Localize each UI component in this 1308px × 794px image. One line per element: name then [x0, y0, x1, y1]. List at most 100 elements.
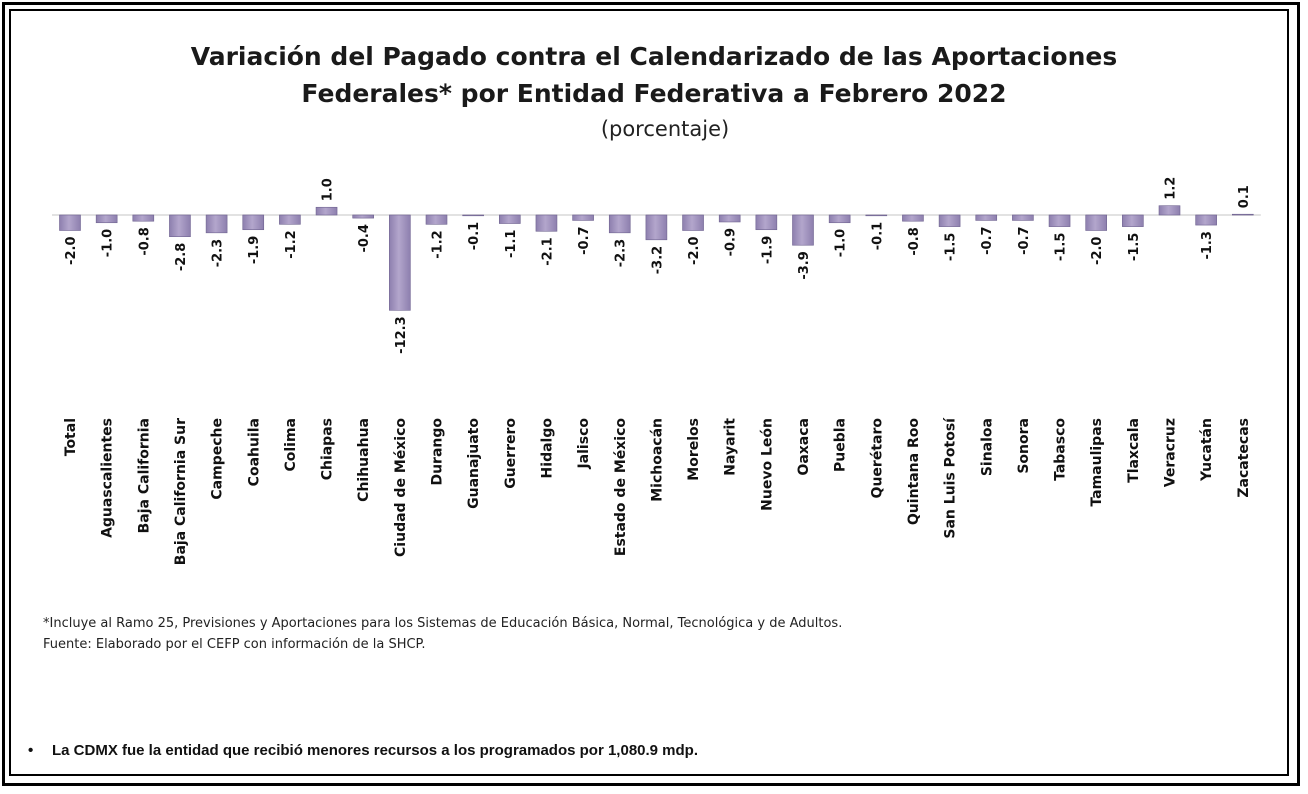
category-label-23: Quintana Roo — [906, 418, 922, 525]
category-label-1: Aguascalientes — [100, 418, 116, 538]
value-label-12: -1.1 — [504, 230, 519, 258]
value-label-14: -0.7 — [577, 226, 592, 254]
value-label-18: -0.9 — [724, 228, 739, 256]
bar-21 — [828, 214, 851, 224]
category-label-11: Guanajuato — [466, 418, 482, 509]
category-label-16: Michoacán — [649, 418, 665, 502]
value-label-13: -2.1 — [540, 237, 555, 265]
category-label-19: Nuevo León — [759, 418, 775, 511]
value-label-20: -3.9 — [797, 251, 812, 279]
bar-27 — [1048, 214, 1071, 227]
category-label-9: Ciudad de México — [393, 418, 409, 557]
bullet-marker: • — [28, 742, 34, 759]
bar-5 — [242, 214, 265, 231]
bar-18 — [718, 214, 741, 223]
bar-30 — [1158, 205, 1181, 216]
category-label-12: Guerrero — [503, 418, 519, 489]
bar-17 — [682, 214, 704, 231]
outer-frame — [2, 2, 1300, 786]
bar-0 — [59, 214, 81, 231]
value-label-5: -1.9 — [247, 236, 262, 264]
bar-20 — [792, 214, 814, 246]
category-label-6: Colima — [283, 418, 299, 472]
bar-8 — [352, 214, 375, 219]
value-label-0: -2.0 — [64, 237, 79, 265]
bar-2 — [132, 214, 155, 222]
category-label-22: Querétaro — [869, 418, 885, 499]
value-label-10: -1.2 — [431, 230, 446, 258]
value-label-29: -1.5 — [1127, 233, 1142, 261]
bar-26 — [1012, 214, 1034, 221]
value-label-24: -1.5 — [944, 233, 959, 261]
category-label-28: Tamaulipas — [1089, 418, 1105, 507]
category-label-29: Tlaxcala — [1126, 418, 1142, 483]
category-label-10: Durango — [430, 418, 446, 486]
category-label-8: Chihuahua — [356, 418, 372, 502]
value-label-27: -1.5 — [1054, 233, 1069, 261]
bar-23 — [902, 214, 924, 222]
value-label-8: -0.4 — [357, 224, 372, 252]
value-label-25: -0.7 — [980, 226, 995, 254]
value-label-9: -12.3 — [394, 316, 409, 353]
value-label-23: -0.8 — [907, 227, 922, 255]
value-label-11: -0.1 — [467, 222, 482, 250]
value-label-19: -1.9 — [760, 236, 775, 264]
category-label-3: Baja California Sur — [173, 418, 189, 565]
chart-title-line1: Variación del Pagado contra el Calendari… — [190, 42, 1118, 71]
bar-13 — [535, 214, 558, 232]
category-label-15: Estado de México — [613, 418, 629, 556]
category-label-5: Coahuila — [246, 418, 262, 486]
category-label-21: Puebla — [833, 418, 849, 472]
value-label-2: -0.8 — [137, 227, 152, 255]
inner-frame — [9, 9, 1289, 776]
category-label-26: Sonora — [1016, 418, 1032, 474]
category-label-14: Jalisco — [576, 418, 592, 470]
value-label-22: -0.1 — [870, 222, 885, 250]
bar-16 — [645, 214, 668, 241]
category-label-2: Baja California — [136, 418, 152, 533]
bar-7 — [315, 206, 338, 216]
category-label-13: Hidalgo — [539, 418, 555, 479]
value-label-17: -2.0 — [687, 237, 702, 265]
bar-11 — [462, 214, 484, 217]
summary-text: La CDMX fue la entidad que recibió menor… — [52, 742, 699, 759]
bar-3 — [169, 214, 191, 238]
bar-4 — [205, 214, 228, 234]
footnote: *Incluye al Ramo 25, Previsiones y Aport… — [43, 616, 843, 631]
category-label-31: Yucatán — [1199, 418, 1215, 482]
category-label-27: Tabasco — [1053, 418, 1069, 481]
bar-24 — [938, 214, 961, 227]
value-label-16: -3.2 — [650, 246, 665, 274]
value-label-7: 1.0 — [321, 178, 336, 201]
category-label-18: Nayarit — [723, 418, 739, 476]
value-label-3: -2.8 — [174, 243, 189, 271]
chart-title-line2: Federales* por Entidad Federativa a Febr… — [301, 79, 1007, 108]
bar-31 — [1195, 214, 1217, 226]
bar-22 — [865, 214, 888, 217]
source-note: Fuente: Elaborado por el CEFP con inform… — [43, 637, 426, 652]
category-label-30: Veracruz — [1163, 418, 1179, 487]
value-label-1: -1.0 — [101, 229, 116, 257]
value-label-30: 1.2 — [1164, 177, 1179, 200]
bar-28 — [1085, 214, 1107, 231]
bar-10 — [425, 214, 448, 225]
bar-9 — [389, 214, 411, 311]
value-label-32: 0.1 — [1237, 185, 1252, 208]
category-label-25: Sinaloa — [979, 418, 995, 476]
bar-14 — [572, 214, 594, 221]
category-label-17: Morelos — [686, 418, 702, 481]
bar-19 — [755, 214, 778, 231]
bar-chart: -2.0 Total -1.0 Aguascalientes -0.8 Baja Cali… — [52, 177, 1261, 565]
value-label-4: -2.3 — [211, 239, 226, 267]
chart-subtitle: (porcentaje) — [600, 117, 730, 141]
category-label-0: Total — [63, 418, 79, 456]
category-label-4: Campeche — [210, 418, 226, 500]
category-label-32: Zacatecas — [1236, 418, 1252, 498]
bar-1 — [95, 214, 118, 224]
bar-15 — [608, 214, 631, 234]
category-label-20: Oaxaca — [796, 418, 812, 476]
category-label-24: San Luis Potosí — [943, 417, 959, 539]
summary-bullet: • La CDMX fue la entidad que recibió meno… — [28, 742, 698, 759]
value-label-6: -1.2 — [284, 230, 299, 258]
value-label-31: -1.3 — [1200, 231, 1215, 259]
